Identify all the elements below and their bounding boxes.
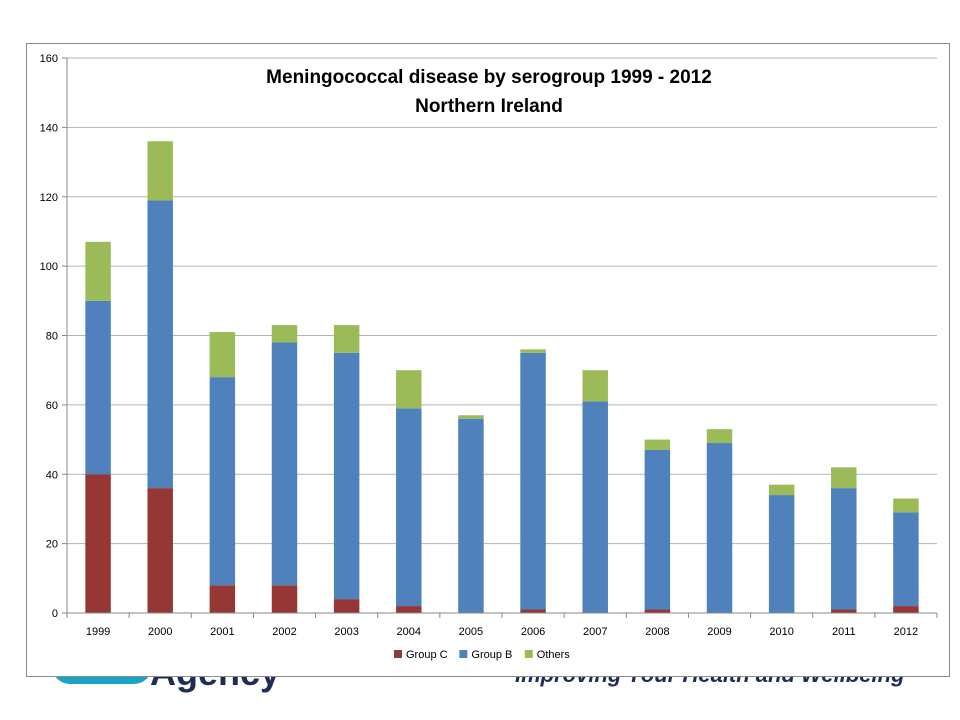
- x-tick-label: 2010: [769, 626, 793, 638]
- bar-others-2008: [644, 439, 671, 450]
- bar-group-b-2009: [706, 443, 733, 613]
- bar-group-b-2004: [396, 408, 422, 607]
- bar-group-c-2004: [396, 606, 422, 613]
- chart-title-line-1: Meningococcal disease by serogroup 1999 …: [266, 67, 712, 88]
- legend-swatch-others: [524, 650, 533, 658]
- legend-label-group-c: Group C: [406, 649, 448, 661]
- axes: 0 20 40 60 80 100 120 140 160 1999 2000 2001 2002 200…: [40, 53, 938, 638]
- chart-title: Meningococcal disease by serogroup 1999 …: [266, 67, 712, 117]
- x-tick-label: 2008: [645, 626, 669, 638]
- bar-others-2006: [520, 349, 546, 353]
- legend: Group C Group B Others: [394, 649, 570, 661]
- x-tick-label: 2003: [334, 626, 358, 638]
- bar-others-2002: [271, 325, 298, 343]
- x-tick-label: 2004: [397, 626, 421, 638]
- bar-group-c-2001: [209, 585, 236, 613]
- x-tick-label: 2002: [272, 626, 296, 638]
- y-tick-label: 160: [40, 53, 58, 65]
- y-tick-label: 60: [46, 400, 58, 412]
- chart-frame: 0 20 40 60 80 100 120 140 160 1999 2000 2001 2002 200…: [26, 43, 950, 677]
- x-tick-label: 2011: [832, 626, 856, 638]
- bar-others-2010: [768, 484, 795, 496]
- bar-others-2005: [458, 415, 484, 419]
- y-tick-label: 140: [40, 122, 58, 134]
- bar-group-b-1999: [85, 300, 111, 475]
- bar-group-b-2005: [458, 418, 484, 613]
- bar-group-c-2006: [520, 609, 546, 613]
- bar-group-c-2011: [831, 609, 857, 613]
- bar-group-b-2006: [520, 352, 546, 610]
- y-tick-label: 80: [46, 331, 58, 343]
- y-tick-label: 20: [46, 539, 58, 551]
- bar-group-c-2012: [893, 606, 919, 613]
- bar-group-c-2002: [271, 585, 298, 613]
- bar-group-b-2003: [333, 352, 360, 600]
- y-tick-label: 100: [40, 261, 58, 273]
- bar-others-2001: [209, 332, 236, 378]
- y-tick-label: 0: [52, 608, 58, 620]
- x-tick-label: 2006: [521, 626, 545, 638]
- legend-swatch-group-c: [394, 650, 402, 658]
- chart-title-line-2: Northern Ireland: [415, 96, 563, 117]
- y-tick-label: 40: [46, 469, 58, 481]
- bar-group-b-2002: [271, 342, 298, 586]
- bar-others-2004: [396, 370, 422, 409]
- bar-others-1999: [85, 241, 111, 301]
- bar-group-b-2011: [831, 488, 857, 610]
- x-tick-label: 2005: [459, 626, 483, 638]
- bar-group-c-2003: [333, 599, 360, 613]
- x-tick-label: 2000: [148, 626, 172, 638]
- bar-others-2003: [333, 325, 360, 353]
- bar-group-b-2010: [768, 495, 795, 613]
- bar-others-2000: [147, 141, 173, 201]
- y-tick-label: 120: [40, 192, 58, 204]
- bar-group-b-2000: [147, 200, 173, 489]
- bar-group-b-2008: [644, 449, 671, 610]
- legend-label-others: Others: [537, 649, 571, 661]
- bar-group-b-2001: [209, 377, 236, 586]
- bar-group-b-2007: [582, 401, 608, 613]
- stacked-bar-chart: 0 20 40 60 80 100 120 140 160 1999 2000 2001 2002 200…: [40, 53, 938, 661]
- bar-others-2009: [706, 429, 733, 444]
- x-tick-label: 2001: [210, 626, 234, 638]
- bar-others-2007: [582, 370, 608, 402]
- bar-others-2012: [893, 498, 919, 513]
- x-tick-label: 2012: [894, 626, 918, 638]
- bar-others-2011: [831, 467, 857, 489]
- bar-group-c-2008: [644, 609, 671, 613]
- bars: [85, 141, 919, 613]
- x-tick-label: 1999: [86, 626, 110, 638]
- gridlines: [67, 57, 937, 545]
- x-tick-label: 2007: [583, 626, 607, 638]
- bar-group-c-1999: [85, 474, 111, 613]
- bar-group-b-2012: [893, 512, 919, 607]
- legend-label-group-b: Group B: [471, 649, 512, 661]
- x-tick-label: 2009: [707, 626, 731, 638]
- legend-swatch-group-b: [459, 650, 468, 658]
- bar-group-c-2000: [147, 488, 173, 613]
